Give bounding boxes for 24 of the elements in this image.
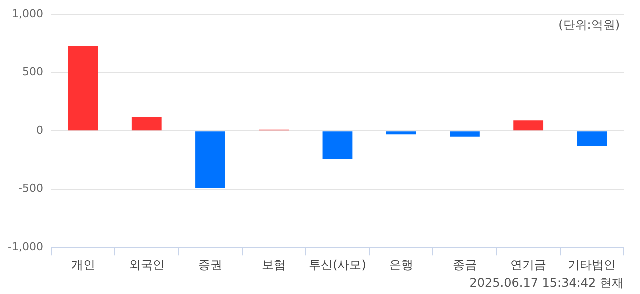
annotation: (단위:억원) xyxy=(558,16,620,34)
text: 2025.06.17 15:34:42 현재 xyxy=(470,275,624,292)
x-tick-label: 종금 xyxy=(452,258,477,272)
bar xyxy=(577,132,608,146)
y-tick-label: 0 xyxy=(36,124,44,137)
y-tick-label: -1,000 xyxy=(8,240,44,254)
x-tick-label: 개인 xyxy=(71,258,96,272)
bar xyxy=(514,120,544,131)
y-tick-label: 500 xyxy=(22,66,44,79)
y-tick-label: 1,000 xyxy=(12,7,44,20)
bar xyxy=(196,132,226,188)
x-tick-label: 은행 xyxy=(389,258,414,272)
bar xyxy=(322,132,353,160)
x-tick-label: 투신(사모) xyxy=(309,258,366,272)
x-tick-label: 보험 xyxy=(262,258,286,272)
x-tick-label: 증권 xyxy=(198,258,222,272)
x-tick-label: 외국인 xyxy=(128,258,165,272)
x-tick-label: 기타법인 xyxy=(568,258,616,272)
bar xyxy=(132,117,162,131)
bar xyxy=(450,132,480,137)
y-tick-label: -500 xyxy=(18,182,44,196)
x-tick-label: 연기금 xyxy=(510,258,547,272)
bar xyxy=(68,46,98,131)
bar xyxy=(386,132,416,135)
